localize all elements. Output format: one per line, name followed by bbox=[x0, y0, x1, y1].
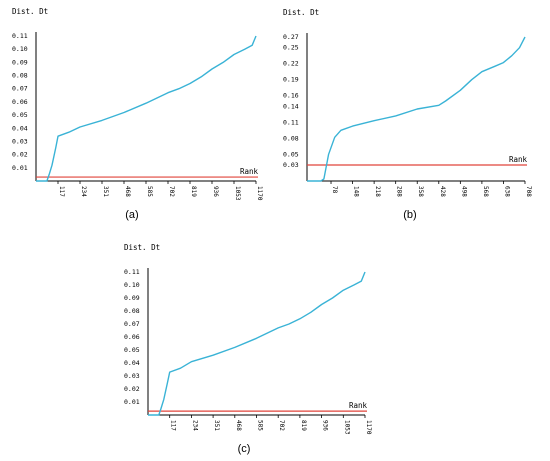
y-tick-label: 0.25 bbox=[283, 44, 299, 52]
y-tick-label: 0.08 bbox=[283, 134, 299, 142]
y-tick-label: 0.08 bbox=[12, 72, 28, 80]
panel-caption: (c) bbox=[238, 443, 251, 455]
y-tick-label: 0.06 bbox=[124, 333, 140, 341]
x-axis-title: Rank bbox=[349, 401, 368, 410]
y-tick-label: 0.22 bbox=[283, 60, 299, 68]
x-tick-label: 936 bbox=[322, 420, 329, 431]
panel-caption: (b) bbox=[403, 209, 416, 221]
x-tick-label: 1170 bbox=[365, 420, 372, 435]
y-tick-label: 0.11 bbox=[12, 32, 28, 40]
y-axis-title: Dist. Dt bbox=[12, 7, 48, 16]
y-tick-label: 0.01 bbox=[12, 164, 28, 172]
x-tick-label: 568 bbox=[482, 186, 489, 197]
y-tick-label: 0.04 bbox=[12, 124, 28, 132]
y-tick-label: 0.05 bbox=[12, 111, 28, 119]
x-tick-label: 117 bbox=[170, 420, 177, 431]
chart-a: Dist. Dt 0.01 0.02 0.03 0.04 0.05 0.06 0.07 0.08… bbox=[12, 7, 263, 221]
x-tick-label: 819 bbox=[300, 420, 307, 431]
x-tick-label: 468 bbox=[235, 420, 242, 431]
y-tick-label: 0.14 bbox=[283, 102, 299, 110]
y-tick-label: 0.05 bbox=[124, 346, 140, 354]
x-tick-label: 708 bbox=[525, 186, 532, 197]
x-tick-label: 234 bbox=[80, 186, 87, 197]
x-tick-label: 819 bbox=[190, 186, 197, 197]
data-series-line bbox=[148, 271, 366, 416]
y-tick-label: 0.09 bbox=[12, 58, 28, 66]
y-tick-label: 0.09 bbox=[124, 294, 140, 302]
panel-caption: (a) bbox=[125, 209, 138, 221]
x-tick-label: 1053 bbox=[234, 186, 241, 201]
y-tick-label: 0.19 bbox=[283, 76, 299, 84]
y-tick-label: 0.11 bbox=[124, 268, 140, 276]
y-tick-label: 0.07 bbox=[12, 85, 28, 93]
chart-b: Dist. Dt 0.03 0.05 0.08 0.11 0.14 0.16 0.19 0.22… bbox=[283, 8, 532, 221]
y-tick-label: 0.02 bbox=[124, 385, 140, 393]
y-axis-title: Dist. Dt bbox=[283, 8, 319, 17]
x-tick-label: 351 bbox=[213, 420, 220, 431]
x-tick-label: 468 bbox=[124, 186, 131, 197]
y-tick-label: 0.11 bbox=[283, 118, 299, 126]
y-tick-label: 0.02 bbox=[12, 151, 28, 159]
x-tick-label: 117 bbox=[58, 186, 65, 197]
data-series-line bbox=[307, 36, 526, 182]
chart-c: Dist. Dt 0.01 0.02 0.03 0.04 0.05 0.06 0.07 0.08… bbox=[124, 243, 372, 455]
y-tick-label: 0.08 bbox=[124, 307, 140, 315]
y-tick-label: 0.10 bbox=[12, 45, 28, 53]
x-tick-label: 148 bbox=[353, 186, 360, 197]
x-tick-label: 498 bbox=[460, 186, 467, 197]
y-tick-label: 0.27 bbox=[283, 33, 299, 41]
x-tick-label: 428 bbox=[439, 186, 446, 197]
x-tick-label: 585 bbox=[257, 420, 264, 431]
x-tick-label: 638 bbox=[503, 186, 510, 197]
y-tick-label: 0.04 bbox=[124, 359, 140, 367]
x-tick-label: 1170 bbox=[256, 186, 263, 201]
x-tick-label: 218 bbox=[374, 186, 381, 197]
y-tick-label: 0.03 bbox=[124, 372, 140, 380]
x-axis-title: Rank bbox=[509, 155, 528, 164]
x-tick-label: 234 bbox=[191, 420, 198, 431]
y-tick-label: 0.01 bbox=[124, 398, 140, 406]
data-series-line bbox=[36, 35, 257, 182]
y-tick-label: 0.05 bbox=[283, 150, 299, 158]
x-axis-title: Rank bbox=[240, 167, 259, 176]
x-tick-label: 1053 bbox=[343, 420, 350, 435]
y-tick-label: 0.03 bbox=[283, 161, 299, 169]
x-tick-label: 585 bbox=[146, 186, 153, 197]
y-axis-title: Dist. Dt bbox=[124, 243, 160, 252]
y-tick-label: 0.10 bbox=[124, 281, 140, 289]
x-tick-label: 936 bbox=[212, 186, 219, 197]
y-tick-label: 0.06 bbox=[12, 98, 28, 106]
y-tick-label: 0.03 bbox=[12, 137, 28, 145]
x-tick-label: 288 bbox=[396, 186, 403, 197]
y-tick-label: 0.16 bbox=[283, 92, 299, 100]
x-tick-label: 358 bbox=[417, 186, 424, 197]
x-tick-label: 78 bbox=[331, 186, 338, 194]
y-tick-label: 0.07 bbox=[124, 320, 140, 328]
x-tick-label: 351 bbox=[102, 186, 109, 197]
x-tick-label: 702 bbox=[278, 420, 285, 431]
x-tick-label: 702 bbox=[168, 186, 175, 197]
